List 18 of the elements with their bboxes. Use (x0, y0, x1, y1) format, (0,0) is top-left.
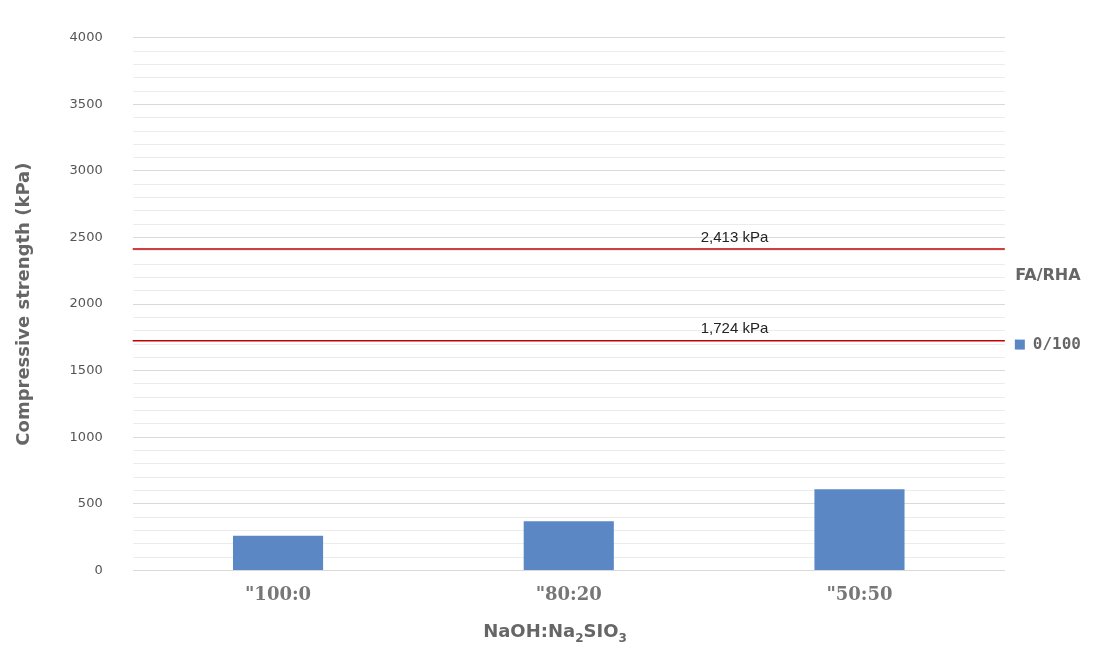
y-axis-title: Compressive strength (kPa) (12, 162, 34, 446)
y-tick-label: 2000 (69, 295, 103, 311)
ref-line-label: 1,724 kPa (700, 319, 769, 337)
legend-label: 0/100 (1032, 333, 1082, 353)
y-tick-label: 500 (77, 495, 103, 511)
y-tick-label: 1500 (69, 362, 103, 378)
x-axis-title: NaOH:Na$_{2}$SIO$_{3}$ (482, 620, 628, 645)
y-tick-label: 1000 (69, 428, 103, 444)
y-tick-label: 3000 (69, 162, 103, 178)
ref-line-label: 2,413 kPa (700, 227, 769, 245)
x-tick-label: "80:20 (535, 582, 602, 604)
y-tick-label: 2500 (69, 228, 103, 244)
x-tick-label: "100:0 (244, 582, 312, 604)
legend-title: FA/RHA (1015, 264, 1082, 284)
y-tick-label: 4000 (69, 29, 103, 45)
y-tick-label: 3500 (69, 95, 103, 111)
y-tick-label: 0 (94, 561, 103, 577)
x-tick-label: "50:50 (826, 582, 893, 604)
